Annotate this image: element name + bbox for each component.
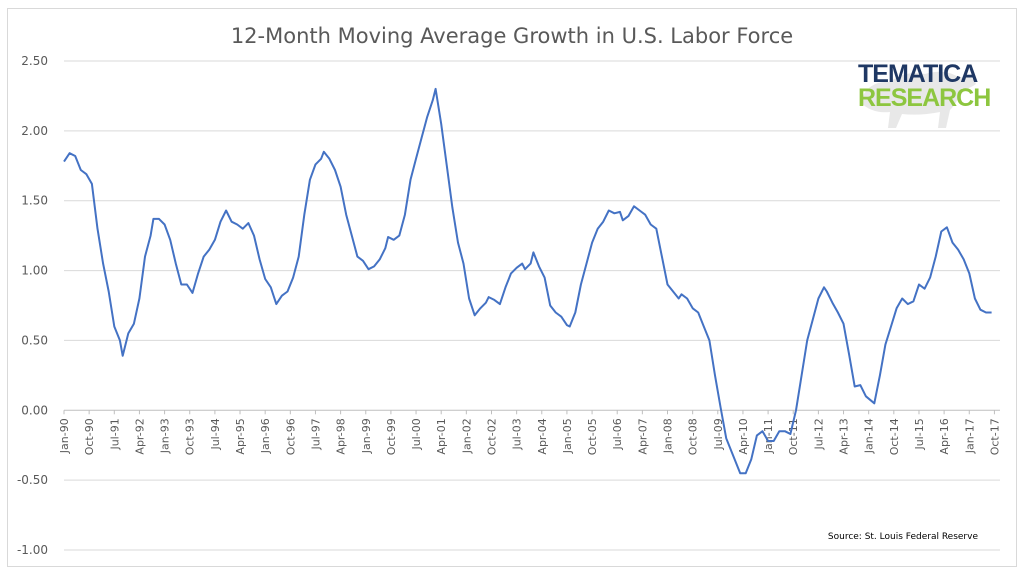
y-tick-label: -1.00 bbox=[17, 543, 48, 557]
logo-line-2: RESEARCH bbox=[858, 84, 991, 112]
x-tick-label: Apr-13 bbox=[838, 418, 851, 454]
gridlines bbox=[64, 60, 1000, 551]
y-tick-label: 2.00 bbox=[21, 124, 48, 138]
tematica-research-logo: TEMATICA RESEARCH bbox=[850, 40, 991, 130]
x-tick-label: Apr-07 bbox=[636, 418, 649, 454]
x-tick-label: Jul-09 bbox=[712, 418, 725, 450]
y-tick-label: 0.00 bbox=[21, 403, 48, 417]
x-tick-label: Jul-94 bbox=[209, 418, 222, 450]
x-tick-label: Apr-04 bbox=[536, 418, 549, 454]
chart-frame bbox=[7, 8, 1017, 567]
x-tick-label: Jan-02 bbox=[460, 418, 473, 454]
x-tick-label: Oct-90 bbox=[83, 418, 96, 455]
x-tick-label: Oct-02 bbox=[485, 418, 498, 455]
x-tick-label: Jan-11 bbox=[762, 418, 775, 454]
x-tick-label: Jul-03 bbox=[511, 418, 524, 450]
x-tick-label: Jan-99 bbox=[360, 418, 373, 454]
x-tick-label: Jan-93 bbox=[159, 418, 172, 454]
bull-watermark-icon bbox=[860, 71, 976, 128]
x-tick-label: Apr-95 bbox=[234, 418, 247, 454]
y-tick-label: 1.50 bbox=[21, 194, 48, 208]
source-note: Source: St. Louis Federal Reserve bbox=[827, 532, 978, 542]
series-line bbox=[63, 87, 992, 475]
x-tick-label: Oct-99 bbox=[385, 418, 398, 455]
x-tick-label: Jul-15 bbox=[913, 418, 926, 450]
x-tick-label: Jan-90 bbox=[58, 418, 71, 454]
x-tick-label: Jan-05 bbox=[561, 418, 574, 454]
x-tick-label: Oct-11 bbox=[787, 418, 800, 455]
x-tick-label: Oct-05 bbox=[586, 418, 599, 455]
x-tick-label: Apr-16 bbox=[938, 418, 951, 454]
x-tick-label: Jan-14 bbox=[863, 418, 876, 454]
x-tick-label: Jan-17 bbox=[963, 418, 976, 454]
x-tick-label: Apr-92 bbox=[133, 418, 146, 454]
x-tick-label: Apr-98 bbox=[335, 418, 348, 454]
x-tick-label: Apr-01 bbox=[435, 418, 448, 454]
x-tick-label: Oct-08 bbox=[687, 418, 700, 455]
chart-title: 12-Month Moving Average Growth in U.S. L… bbox=[230, 24, 794, 48]
x-tick-label: Oct-93 bbox=[184, 418, 197, 455]
x-axis-ticks: Jan-90 Oct-90 Jul-91 Apr-92 Jan-93 Oct-93 Jul-… bbox=[58, 410, 1001, 455]
x-tick-label: Oct-14 bbox=[888, 418, 901, 455]
x-tick-label: Jan-96 bbox=[259, 418, 272, 454]
x-tick-label: Jul-97 bbox=[309, 418, 322, 450]
y-tick-label: -0.50 bbox=[17, 473, 48, 487]
series-group bbox=[63, 87, 992, 475]
x-tick-label: Oct-17 bbox=[988, 418, 1001, 455]
y-axis-ticks: 2.50 2.00 1.50 1.00 0.50 0.00 -0.50 -1.00 bbox=[17, 54, 48, 557]
y-tick-label: 2.50 bbox=[21, 54, 48, 68]
logo-line-1: TEMATICA bbox=[858, 60, 978, 88]
x-tick-label: Jan-08 bbox=[662, 418, 675, 454]
x-tick-label: Oct-96 bbox=[284, 418, 297, 455]
x-tick-label: Jul-00 bbox=[410, 418, 423, 450]
x-tick-label: Jul-12 bbox=[812, 418, 825, 450]
x-tick-label: Jul-91 bbox=[108, 418, 121, 450]
x-tick-label: Apr-10 bbox=[737, 418, 750, 454]
x-tick-label: Jul-06 bbox=[611, 418, 624, 450]
y-tick-label: 1.00 bbox=[21, 264, 48, 278]
y-tick-label: 0.50 bbox=[21, 333, 48, 347]
